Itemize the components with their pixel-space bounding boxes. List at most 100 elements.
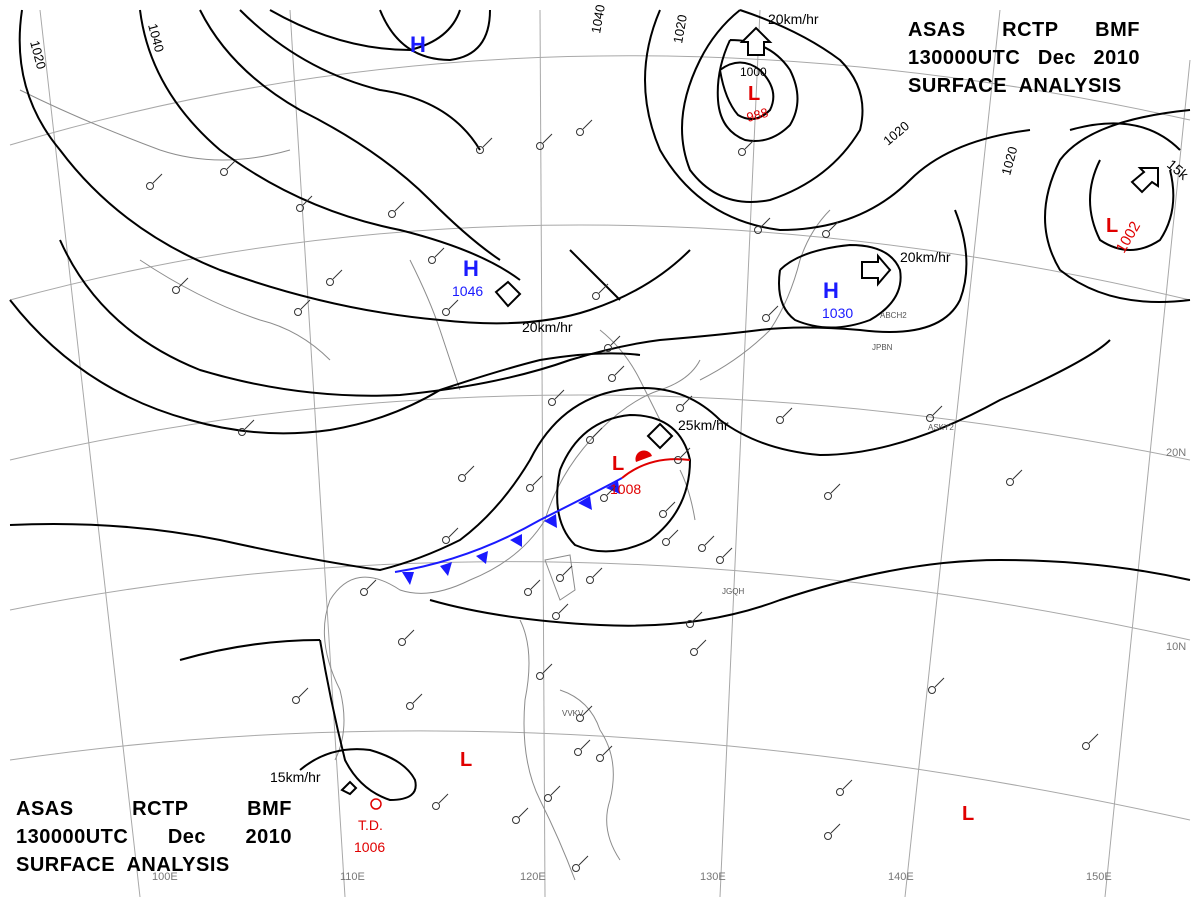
high-symbol: H [410, 32, 426, 57]
station-marker [928, 686, 936, 694]
station-code: JPBN [872, 343, 893, 352]
tropical-depression: T.D. 1006 [354, 798, 385, 855]
wind-barb [244, 419, 255, 430]
station-marker [406, 702, 414, 710]
wind-barb [412, 693, 423, 704]
isobar-label: 1040 [145, 22, 167, 54]
wind-barb [614, 365, 625, 376]
station-marker [586, 436, 594, 444]
high-pressure-centers: H H 1046 H 1030 [410, 32, 853, 321]
station-marker [172, 286, 180, 294]
lat-lon-grid [9, 9, 1191, 897]
station-marker [536, 672, 544, 680]
latitude-label: 10N [1166, 641, 1186, 653]
station-marker [220, 168, 228, 176]
low-value: 1008 [610, 481, 641, 497]
wind-barb [602, 745, 613, 756]
station-marker [836, 788, 844, 796]
station-code: JGQH [722, 587, 744, 596]
wind-barb [152, 173, 163, 184]
station-codes: JGQH VVKV ASKY2 JPBN ABCH2 [562, 311, 954, 718]
motion-labels: 20km/hr 20km/hr 20km/hr 25km/hr 15km/hr … [270, 11, 1192, 785]
station-marker [432, 802, 440, 810]
station-marker [738, 148, 746, 156]
low-value: 988 [745, 105, 770, 125]
header-source-code: ASAS [908, 19, 966, 41]
cold-front-triangle [476, 551, 488, 564]
station-marker [596, 754, 604, 762]
station-marker [526, 484, 534, 492]
station-marker [388, 210, 396, 218]
wind-barb [366, 579, 377, 590]
station-marker [754, 226, 762, 234]
arrow-left-icon [340, 780, 358, 796]
station-marker [326, 278, 334, 286]
wind-barb [598, 283, 609, 294]
wind-barb [704, 535, 715, 546]
isobar-label: 1020 [670, 13, 690, 44]
wind-barb [842, 779, 853, 790]
header-product-code: BMF [1095, 19, 1140, 41]
station-marker [146, 182, 154, 190]
wind-barb [226, 159, 237, 170]
cold-front-triangle [402, 572, 414, 585]
longitude-label: 130E [700, 871, 726, 883]
high-value: 1046 [452, 283, 483, 299]
isobars [9, 9, 1191, 802]
station-marker [294, 308, 302, 316]
wind-barb [682, 395, 693, 406]
station-marker [822, 230, 830, 238]
high-symbol: H [823, 278, 839, 303]
station-marker [476, 146, 484, 154]
cold-front-triangle [440, 562, 452, 576]
station-marker [674, 456, 682, 464]
td-value: 1006 [354, 839, 385, 855]
station-marker [574, 748, 582, 756]
wind-barb [830, 483, 841, 494]
wind-barb [448, 527, 459, 538]
isobar-label: 1000 [740, 65, 767, 79]
wind-barb [830, 823, 841, 834]
wind-barb [434, 247, 445, 258]
wind-barb [828, 221, 839, 232]
header-source-code: ASAS [16, 798, 74, 820]
station-marker [1006, 478, 1014, 486]
grid-labels: 100E 110E 120E 130E 140E 150E 20N 10N [152, 447, 1186, 883]
header-month: Dec [167, 826, 207, 848]
motion-label: 15km/hr [270, 769, 321, 785]
header-title: SURFACE ANALYSIS [908, 75, 1122, 97]
wind-barb [1012, 469, 1023, 480]
station-marker [398, 638, 406, 646]
wind-barb [300, 299, 311, 310]
wind-barb [542, 663, 553, 674]
wind-barb [692, 611, 703, 622]
station-code: ASKY2 [928, 423, 954, 432]
wind-barb [582, 119, 593, 130]
wind-barb [668, 529, 679, 540]
station-marker [659, 510, 667, 518]
isobar-label: 1040 [588, 3, 608, 34]
wind-barb [768, 305, 779, 316]
wind-barb [302, 195, 313, 206]
low-symbol: L [962, 803, 974, 825]
wind-barb [760, 217, 771, 228]
station-marker [556, 574, 564, 582]
arrow-right-icon [1130, 167, 1159, 194]
cold-front [394, 477, 623, 585]
station-marker [776, 416, 784, 424]
low-symbol: L [612, 453, 624, 475]
cold-front-triangle [578, 496, 592, 510]
header-station-code: RCTP [1002, 19, 1059, 41]
arrow-right-icon [861, 253, 892, 287]
station-marker [592, 292, 600, 300]
motion-arrows [340, 26, 1159, 796]
cold-front-triangle [544, 514, 557, 528]
tropical-depression-icon [370, 798, 382, 810]
header-product-code: BMF [247, 798, 292, 820]
station-marker [548, 398, 556, 406]
station-code: ABCH2 [880, 311, 907, 320]
station-marker [544, 794, 552, 802]
wind-barb [722, 547, 733, 558]
isobar-label: 1020 [998, 145, 1020, 177]
motion-label: 20km/hr [522, 319, 573, 335]
